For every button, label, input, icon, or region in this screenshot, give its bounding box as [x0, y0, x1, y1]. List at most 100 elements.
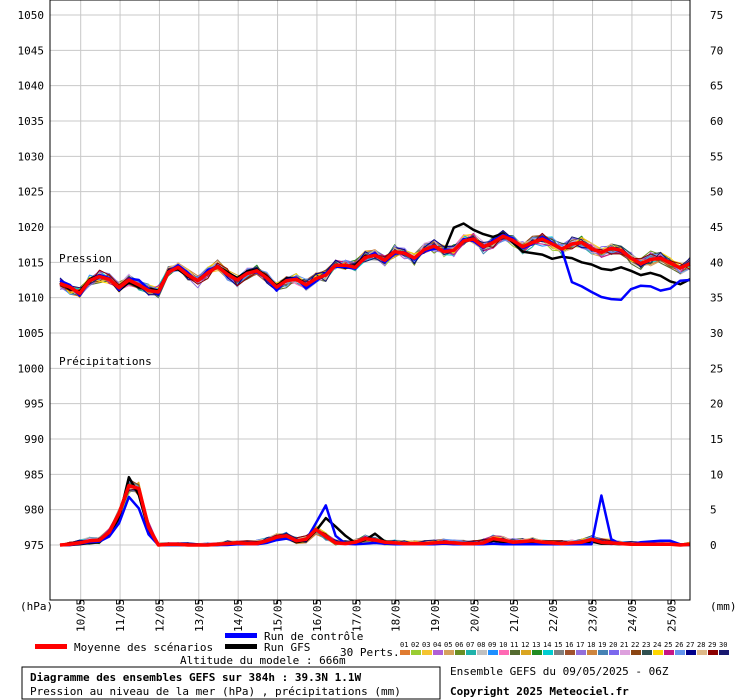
pert-legend-label: 15	[554, 641, 562, 649]
pert-legend: 01 02 03 04 05 06 07 08 09 10 11 12 13 14 15 16 17 18 19 20…	[400, 641, 729, 655]
pert-legend-label: 16	[565, 641, 573, 649]
x-tick-label: 15/05	[272, 599, 285, 632]
x-axis: 10/05 11/05 12/05 13/05 14/05 15/05 16/05 17/05…	[75, 599, 679, 632]
pert-legend-label: 04	[433, 641, 441, 649]
x-tick-label: 17/05	[350, 599, 363, 632]
plot-frame	[49, 0, 691, 601]
x-tick-label: 14/05	[232, 599, 245, 632]
pert-legend-label: 01	[400, 641, 408, 649]
y2-tick-label: 5	[710, 504, 717, 517]
pert-legend-swatch	[554, 650, 564, 655]
legend-gfs-label: Run GFS	[264, 641, 310, 654]
pert-legend-swatch	[422, 650, 432, 655]
pert-legend-label: 08	[477, 641, 485, 649]
pert-legend-label: 07	[466, 641, 474, 649]
pert-legend-swatch	[609, 650, 619, 655]
pert-legend-label: 23	[642, 641, 650, 649]
pert-legend-swatch	[499, 650, 509, 655]
pert-legend-swatch	[543, 650, 553, 655]
pert-legend-swatch	[719, 650, 729, 655]
y2-tick-label: 35	[710, 292, 723, 305]
y-tick-label: 995	[24, 398, 44, 411]
y-tick-label: 1000	[18, 362, 45, 375]
y-tick-label: 1030	[18, 150, 45, 163]
pert-legend-label: 30	[719, 641, 727, 649]
y-tick-label: 1005	[18, 327, 45, 340]
grid	[50, 0, 690, 600]
pert-legend-swatch	[477, 650, 487, 655]
x-tick-label: 10/05	[75, 599, 88, 632]
x-tick-label: 12/05	[153, 599, 166, 632]
pert-legend-swatch	[587, 650, 597, 655]
y-tick-label: 1050	[18, 9, 45, 22]
y2-tick-label: 40	[710, 256, 723, 269]
pressure-mean-line	[59, 234, 691, 296]
title-box	[21, 666, 441, 700]
pert-legend-swatch	[697, 650, 707, 655]
pert-legend-label: 26	[675, 641, 683, 649]
x-tick-label: 21/05	[508, 599, 521, 632]
y2-tick-label: 30	[710, 327, 723, 340]
pert-legend-swatch	[620, 650, 630, 655]
pert-legend-swatch	[411, 650, 421, 655]
pert-legend-label: 13	[532, 641, 540, 649]
legend: Moyenne des scénarios Run de contrôle Ru…	[35, 630, 729, 659]
altitude-label: Altitude du modele : 666m	[180, 654, 346, 667]
y2-tick-label: 75	[710, 9, 723, 22]
pert-legend-swatch	[598, 650, 608, 655]
y2-tick-label: 20	[710, 398, 723, 411]
x-tick-label: 19/05	[429, 599, 442, 632]
pert-legend-label: 11	[510, 641, 518, 649]
y2-tick-label: 65	[710, 80, 723, 93]
precip-series-layer	[59, 475, 691, 547]
pert-legend-swatch	[433, 650, 443, 655]
y-tick-label: 985	[24, 468, 44, 481]
pert-legend-label: 12	[521, 641, 529, 649]
run-info: Ensemble GEFS du 09/05/2025 - 06Z	[450, 665, 669, 678]
y2-tick-label: 55	[710, 150, 723, 163]
pressure-series-layer	[59, 222, 691, 302]
pert-legend-swatch	[642, 650, 652, 655]
y2-tick-label: 25	[710, 362, 723, 375]
pert-legend-swatch	[532, 650, 542, 655]
pert-legend-label: 18	[587, 641, 595, 649]
pert-legend-swatch	[653, 650, 663, 655]
pert-legend-label: 03	[422, 641, 430, 649]
pert-legend-label: 05	[444, 641, 452, 649]
y-tick-label: 1015	[18, 256, 45, 269]
pert-legend-label: 10	[499, 641, 507, 649]
x-tick-label: 18/05	[390, 599, 403, 632]
pert-legend-swatch	[664, 650, 674, 655]
pert-legend-label: 02	[411, 641, 419, 649]
pert-legend-swatch	[576, 650, 586, 655]
x-tick-label: 24/05	[626, 599, 639, 632]
pert-legend-swatch	[675, 650, 685, 655]
pressure-label: Pression	[59, 252, 112, 265]
precip-label: Précipitations	[59, 355, 152, 368]
pert-legend-label: 19	[598, 641, 606, 649]
pert-legend-swatch	[686, 650, 696, 655]
left-unit-label: (hPa)	[20, 600, 53, 613]
right-unit-label: (mm)	[710, 600, 737, 613]
y2-tick-label: 50	[710, 186, 723, 199]
y2-tick-label: 10	[710, 468, 723, 481]
pert-legend-label: 21	[620, 641, 628, 649]
copyright: Copyright 2025 Meteociel.fr	[450, 685, 629, 698]
pert-legend-label: 17	[576, 641, 584, 649]
x-tick-label: 23/05	[587, 599, 600, 632]
pert-legend-label: 25	[664, 641, 672, 649]
pert-legend-swatch	[631, 650, 641, 655]
pert-legend-swatch	[708, 650, 718, 655]
y-tick-label: 980	[24, 504, 44, 517]
legend-mean-label: Moyenne des scénarios	[74, 641, 213, 654]
pert-legend-label: 27	[686, 641, 694, 649]
y-tick-label: 1035	[18, 115, 45, 128]
pert-legend-label: 14	[543, 641, 551, 649]
y-axis-left: 975 980 985 990 995 1000 1005 1010 1015 1020 1025 1…	[18, 9, 45, 552]
pert-legend-swatch	[510, 650, 520, 655]
pert-legend-label: 22	[631, 641, 639, 649]
chart-title: Diagramme des ensembles GEFS sur 384h : …	[30, 671, 362, 684]
y-tick-label: 1020	[18, 221, 45, 234]
